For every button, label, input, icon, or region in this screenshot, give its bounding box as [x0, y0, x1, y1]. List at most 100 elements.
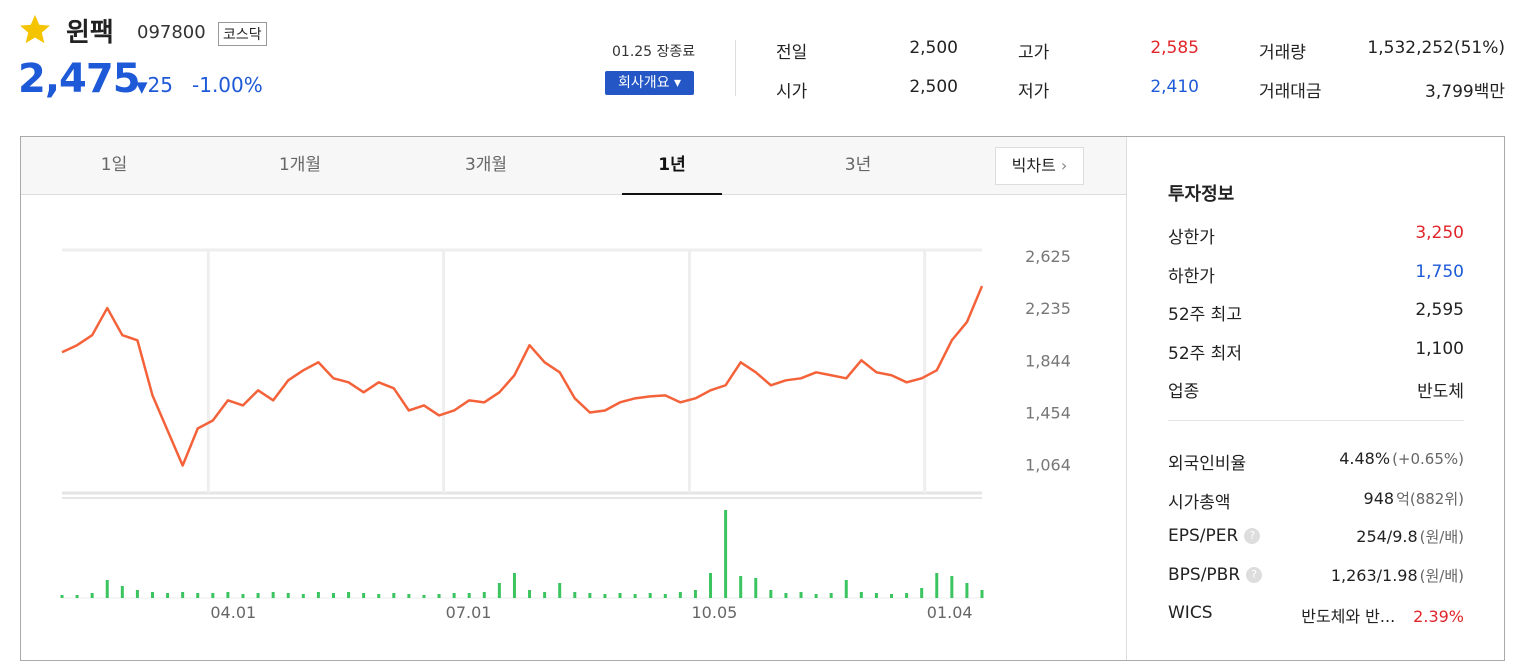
- info-value: 254/9.8 (원/배): [1356, 526, 1464, 547]
- volume-bar: [135, 590, 139, 598]
- summary-value: 2,500: [909, 38, 958, 58]
- volume-bar: [181, 592, 185, 598]
- info-value: 1,100: [1415, 338, 1464, 359]
- info-value: 1,750: [1415, 261, 1464, 282]
- info-label-text: EPS/PER: [1168, 526, 1239, 546]
- info-value: 948 억(882위): [1364, 488, 1464, 513]
- volume-bar: [663, 594, 667, 598]
- volume-bar: [965, 583, 969, 598]
- volume-bar: [362, 593, 366, 598]
- info-label: 업종: [1168, 382, 1200, 402]
- summary-label: 거래량: [1259, 43, 1306, 63]
- volume-bar: [693, 590, 697, 598]
- x-tick-label: 01.04: [927, 603, 973, 622]
- volume-bar: [558, 583, 562, 598]
- chart-panel: [20, 136, 1505, 661]
- summary-label: 거래대금: [1259, 82, 1322, 102]
- info-extra: (원/배): [1419, 566, 1464, 585]
- volume-bar: [588, 593, 592, 598]
- big-chart-button[interactable]: 빅차트 ›: [995, 147, 1084, 185]
- tab[interactable]: 3년: [844, 155, 872, 175]
- info-row: 업종 반도체: [1168, 377, 1464, 402]
- info-row: 52주 최저 1,100: [1168, 339, 1464, 364]
- tab[interactable]: 1일: [100, 155, 128, 175]
- volume-bar: [754, 578, 758, 598]
- tab-bar: [21, 137, 1126, 195]
- volume-bar: [90, 593, 94, 598]
- info-value-text: 4.48%: [1339, 449, 1391, 468]
- company-button[interactable]: 회사개요 ▾: [605, 71, 694, 95]
- summary-value: 2,585: [1150, 38, 1199, 58]
- summary-label: 저가: [1018, 82, 1050, 102]
- volume-bar: [784, 593, 788, 598]
- info-label: WICS: [1168, 603, 1212, 627]
- divider: [1168, 420, 1464, 421]
- volume-bar: [331, 593, 335, 598]
- info-label-text: 외국인비율: [1168, 454, 1247, 474]
- volume-bar: [120, 586, 124, 598]
- market-status: 01.25 장종료: [612, 44, 696, 60]
- y-tick-label: 1,844: [1025, 351, 1071, 370]
- help-icon[interactable]: ?: [1244, 528, 1261, 544]
- info-value-text: 948: [1363, 488, 1395, 508]
- y-tick-label: 1,454: [1025, 403, 1071, 422]
- big-chart-text: 빅차트: [1011, 156, 1056, 175]
- x-tick-label: 07.01: [446, 603, 492, 622]
- summary-label: 전일: [776, 43, 808, 63]
- favorite-star[interactable]: [18, 12, 52, 46]
- summary-value: 2,410: [1150, 77, 1199, 97]
- y-tick-label: 2,235: [1025, 299, 1071, 318]
- info-row: EPS/PER? 254/9.8 (원/배): [1168, 526, 1464, 547]
- volume-bar: [814, 594, 818, 598]
- volume-bar: [241, 594, 245, 598]
- volume-bar: [377, 594, 381, 598]
- info-value-text: 254/9.8: [1356, 527, 1418, 546]
- volume-bar: [286, 593, 290, 598]
- volume-bar: [739, 576, 743, 598]
- summary-label: 고가: [1018, 43, 1050, 63]
- volume-bar: [874, 593, 878, 598]
- info-label: BPS/PBR?: [1168, 565, 1263, 586]
- info-value: 반도체: [1417, 382, 1464, 402]
- volume-bar: [678, 592, 682, 598]
- tab[interactable]: 3개월: [464, 155, 508, 175]
- volume-bar: [316, 592, 320, 598]
- help-icon[interactable]: ?: [1246, 566, 1263, 583]
- change-rate: -1.00%: [192, 73, 263, 97]
- volume-bar: [166, 593, 170, 598]
- volume-bar: [150, 592, 154, 598]
- volume-bar: [528, 590, 532, 598]
- volume-bar: [105, 580, 109, 598]
- volume-bar: [512, 573, 516, 598]
- volume-bar: [844, 580, 848, 598]
- market-badge: 코스닥: [218, 22, 267, 46]
- volume-bar: [603, 594, 607, 598]
- volume-bar: [905, 593, 909, 598]
- volume-bar: [226, 592, 230, 598]
- volume-bar: [422, 595, 426, 598]
- volume-bar: [75, 595, 79, 598]
- x-tick-label: 10.05: [692, 603, 738, 622]
- volume-bar: [60, 595, 64, 598]
- price-line: [61, 285, 984, 467]
- volume-bar: [799, 592, 803, 598]
- x-tick-label: 04.01: [210, 603, 256, 622]
- info-value-text: 1,263/1.98: [1330, 565, 1418, 585]
- volume-bar: [709, 573, 713, 598]
- info-label: 시가총액: [1168, 488, 1231, 513]
- info-label-text: 시가총액: [1168, 492, 1231, 513]
- volume-bar: [829, 593, 833, 598]
- volume-bar: [437, 594, 441, 598]
- volume-bar: [980, 590, 984, 598]
- company-button-text: 회사개요: [617, 75, 670, 91]
- volume-bar: [407, 594, 411, 598]
- volume-bar: [920, 588, 924, 598]
- chart: 04.01 07.01 10.05 01.04 2,625 2,235 1,844 1,454…: [60, 247, 1071, 622]
- volume-bar: [573, 592, 577, 598]
- volume-bar: [648, 593, 652, 598]
- volume-bar: [633, 594, 637, 598]
- info-label: EPS/PER?: [1168, 526, 1261, 547]
- tab[interactable]: 1개월: [278, 155, 322, 175]
- tab[interactable]: 1년: [622, 137, 722, 195]
